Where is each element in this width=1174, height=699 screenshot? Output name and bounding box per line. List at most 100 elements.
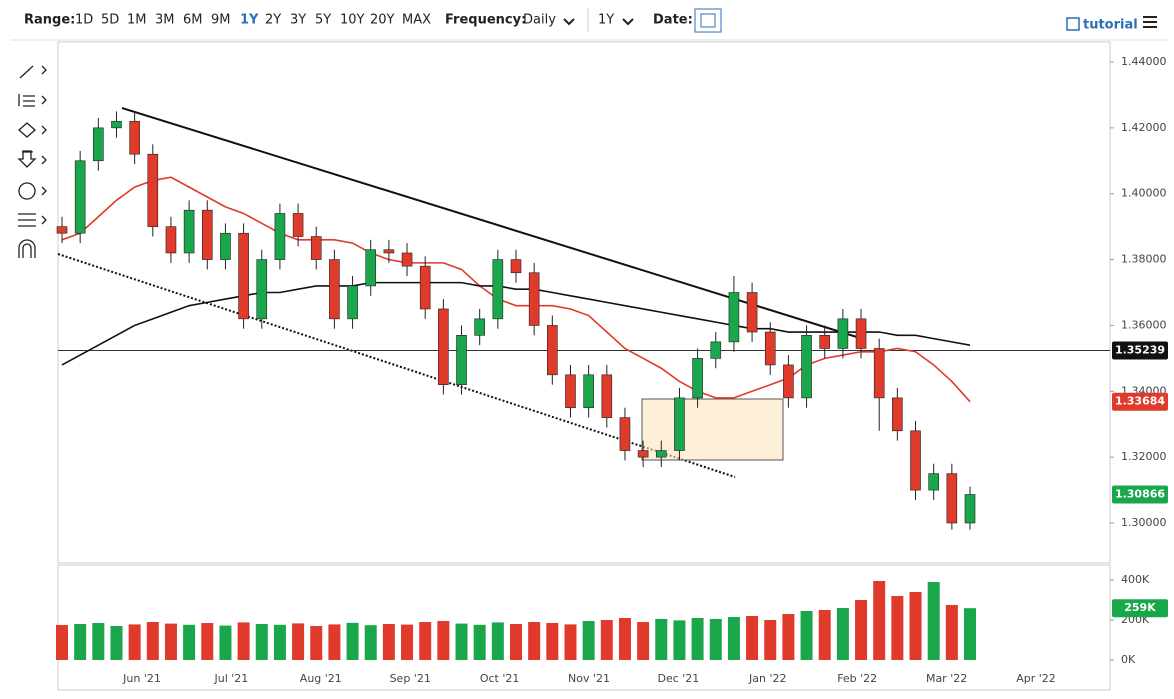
range-button[interactable]: 1D <box>75 13 93 28</box>
range-button[interactable]: 1Y <box>240 13 259 28</box>
candle-body <box>93 127 104 162</box>
candle-body <box>764 331 776 366</box>
line-tool[interactable] <box>19 65 47 79</box>
dropdown-arrow <box>563 18 575 26</box>
range-button[interactable]: 20Y <box>370 13 395 28</box>
candle-body <box>347 285 358 320</box>
volume-bar <box>800 611 813 660</box>
price-tag <box>1112 341 1168 360</box>
range-button[interactable]: 9M <box>211 13 231 28</box>
shape-tool[interactable] <box>18 122 47 138</box>
range-button[interactable]: 1M <box>127 13 147 28</box>
candle-body <box>419 265 431 310</box>
volume-bar <box>473 624 486 660</box>
calendar-button[interactable] <box>694 8 722 33</box>
range-button[interactable]: 5D <box>101 13 119 28</box>
candle-body <box>873 348 885 399</box>
y-tick-label: 1.38000 <box>1121 253 1167 266</box>
candle-body <box>783 364 794 399</box>
volume-bar <box>510 624 522 660</box>
trend-line-dotted <box>57 253 736 478</box>
volume-bar <box>600 620 613 660</box>
candle-body <box>492 259 504 320</box>
arrow-tool[interactable] <box>17 150 47 168</box>
volume-bar <box>691 618 704 660</box>
x-tick-label: Nov '21 <box>568 672 610 685</box>
x-tick-label: Aug '21 <box>300 672 342 685</box>
candle-body <box>74 160 86 234</box>
range-button[interactable]: 3Y <box>290 13 306 28</box>
volume-bar <box>146 622 159 660</box>
note-tool[interactable] <box>18 182 36 200</box>
volume-bar <box>764 620 777 660</box>
measure-tool[interactable] <box>18 213 47 227</box>
candle-body <box>728 292 740 343</box>
candle-body <box>456 335 467 385</box>
candle-body <box>147 153 159 227</box>
volume-bar <box>273 624 286 660</box>
volume-bar <box>128 624 141 660</box>
range-button[interactable]: 3M <box>155 13 175 28</box>
drawing-tools <box>17 65 47 258</box>
range-button[interactable]: 2Y <box>265 13 281 28</box>
frequency-label: Frequency: <box>445 13 526 28</box>
fib-tool[interactable] <box>18 94 47 107</box>
volume-bar <box>891 596 904 660</box>
volume-bar <box>110 626 123 660</box>
y-tick-label: 1.32000 <box>1121 450 1167 463</box>
range-button[interactable]: 10Y <box>340 13 365 28</box>
range-label: Range: <box>24 13 75 28</box>
y-tick-label: 1.42000 <box>1121 121 1167 134</box>
volume-bar <box>836 608 849 660</box>
menu-icon[interactable] <box>1143 16 1157 28</box>
volume-bar <box>237 622 250 660</box>
x-tick-label: Feb '22 <box>837 672 877 685</box>
period-select[interactable]: 1Y <box>598 13 614 28</box>
volume-bar <box>419 622 432 660</box>
tutorial-icon <box>1066 17 1080 31</box>
range-button[interactable]: 5Y <box>315 13 331 28</box>
volume-bar <box>655 619 668 660</box>
volume-tick-label: 0K <box>1121 653 1136 666</box>
candle-body <box>928 473 939 491</box>
range-button[interactable]: MAX <box>402 13 431 28</box>
volume-bar <box>455 623 468 660</box>
candle-body <box>238 232 249 320</box>
volume-bar <box>201 623 214 660</box>
x-tick-label: Apr '22 <box>1016 672 1056 685</box>
y-tick-label: 1.36000 <box>1121 318 1167 331</box>
moving-average <box>61 176 971 403</box>
volume-bar <box>401 624 414 660</box>
candle-body <box>183 209 195 254</box>
price-tag-label: 1.35239 <box>1115 343 1165 356</box>
volume-bar <box>292 623 305 660</box>
calendar-icon <box>700 13 716 28</box>
volume-bar <box>546 623 559 660</box>
candle-body <box>129 120 140 155</box>
candle-body <box>383 249 395 254</box>
y-tick-label: 1.44000 <box>1121 55 1167 68</box>
volume-bar <box>310 626 323 660</box>
volume-tick-label: 400K <box>1121 573 1150 586</box>
y-tick-label: 1.30000 <box>1121 516 1167 529</box>
magnet-tool[interactable] <box>18 239 36 258</box>
volume-bar <box>491 622 504 660</box>
volume-bar <box>964 608 976 660</box>
candle-body <box>310 236 322 260</box>
range-button[interactable]: 6M <box>183 13 203 28</box>
volume-bar <box>746 616 759 660</box>
x-tick-label: Jan '22 <box>748 672 786 685</box>
x-tick-label: Jul '21 <box>214 672 249 685</box>
frequency-select[interactable]: Daily <box>523 13 556 28</box>
candle-body <box>964 494 976 524</box>
expand <box>41 186 47 196</box>
x-tick-label: Dec '21 <box>657 672 699 685</box>
volume-bar <box>945 605 958 660</box>
volume-bar <box>727 617 740 660</box>
candle-body <box>601 374 613 418</box>
volume-bar <box>927 582 940 660</box>
volume-bar <box>346 622 359 660</box>
tutorial-link[interactable]: tutorial <box>1083 18 1138 33</box>
candle-body <box>746 292 758 333</box>
price-panel <box>57 41 1111 564</box>
